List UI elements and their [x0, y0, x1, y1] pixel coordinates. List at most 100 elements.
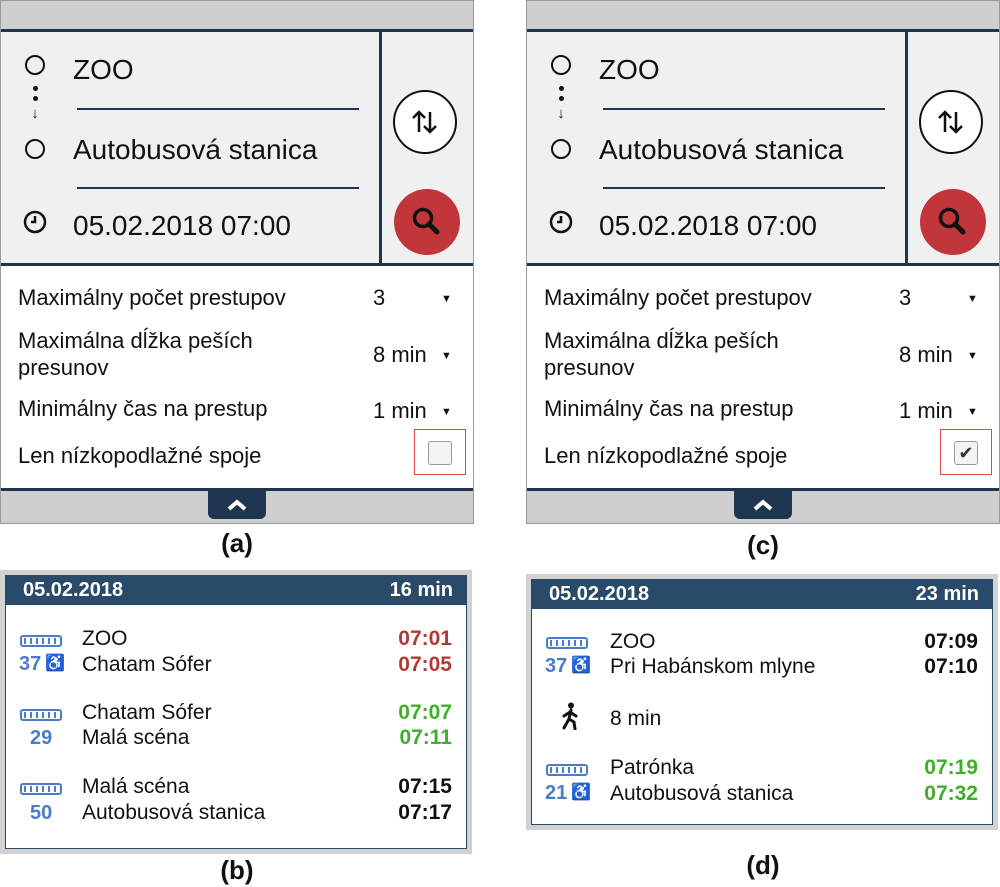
dot-icon: [33, 86, 38, 91]
min-transfer-select[interactable]: 1 min: [373, 398, 427, 423]
caret-down-icon[interactable]: ▼: [441, 406, 452, 418]
min-transfer-select[interactable]: 1 min: [899, 398, 953, 423]
route-search-box: ↓ ZOO Autobusová stanica 05.02.2018 07:0…: [1, 29, 473, 266]
bus-icon: [546, 764, 588, 776]
bus-icon: [20, 635, 62, 647]
departure-time: 07:09: [924, 630, 978, 653]
caret-down-icon[interactable]: ▼: [441, 350, 452, 362]
from-input[interactable]: ZOO: [73, 54, 134, 85]
departure-time: 07:07: [398, 701, 452, 724]
vertical-divider: [379, 32, 382, 263]
line-number: 50: [30, 802, 53, 824]
line-number: 29: [30, 727, 53, 749]
clock-icon: [23, 210, 47, 234]
trip-date: 05.02.2018: [23, 579, 124, 601]
from-stop-circle-icon: [551, 55, 571, 75]
bottom-bar: [527, 488, 999, 523]
trip-date: 05.02.2018: [549, 583, 650, 605]
bus-icon: [546, 637, 588, 649]
top-bar: [1, 1, 473, 29]
to-underline: [603, 187, 885, 189]
arrival-time: 07:05: [398, 653, 452, 676]
leg-from: ZOO: [610, 630, 656, 653]
leg-from: Chatam Sófer: [82, 701, 212, 724]
route-search-box: ↓ ZOO Autobusová stanica 05.02.2018 07:0…: [527, 29, 999, 266]
card-header: 05.02.2018 16 min: [5, 575, 467, 605]
dot-icon: [33, 96, 38, 101]
arrival-time: 07:32: [924, 782, 978, 805]
to-input[interactable]: Autobusová stanica: [73, 134, 318, 165]
chevron-up-icon: [227, 499, 247, 511]
bus-icon: [20, 709, 62, 721]
swap-stops-button[interactable]: [393, 90, 457, 154]
checkbox-label: Len nízkopodlažné spoje: [18, 443, 262, 468]
option-label-min-transfer: Minimálny čas na prestup: [544, 396, 794, 421]
datetime-input[interactable]: 05.02.2018 07:00: [599, 210, 817, 241]
trip-duration: 16 min: [389, 579, 453, 601]
caret-down-icon[interactable]: ▼: [967, 350, 978, 362]
search-button[interactable]: [920, 189, 986, 255]
route-result-card-b[interactable]: 05.02.2018 16 min 37 ♿ ZOO Chatam Sófer …: [0, 570, 472, 854]
caption-a: (a): [221, 528, 253, 558]
leg-to: Malá scéna: [82, 726, 190, 749]
dot-icon: [559, 96, 564, 101]
arrival-time: 07:10: [924, 655, 978, 678]
to-underline: [77, 187, 359, 189]
to-input[interactable]: Autobusová stanica: [599, 134, 844, 165]
departure-time: 07:01: [398, 627, 452, 650]
bus-icon: [20, 783, 62, 795]
checkbox-highlight: ✔: [940, 429, 992, 475]
option-label-min-transfer: Minimálny čas na prestup: [18, 396, 268, 421]
from-stop-circle-icon: [25, 55, 45, 75]
wheelchair-icon: ♿: [571, 657, 591, 674]
from-underline: [77, 108, 359, 110]
checkbox-highlight: [414, 429, 466, 475]
checkbox-label: Len nízkopodlažné spoje: [544, 443, 788, 468]
down-arrow-icon: ↓: [557, 105, 565, 122]
route-result-card-d[interactable]: 05.02.2018 23 min 37 ♿ ZOO Pri Habánskom…: [526, 574, 998, 830]
card-header: 05.02.2018 23 min: [531, 579, 993, 609]
from-underline: [603, 108, 885, 110]
low-floor-checkbox[interactable]: ✔: [954, 441, 978, 465]
leg-from: ZOO: [82, 627, 128, 650]
chevron-up-icon: [753, 499, 773, 511]
to-stop-circle-icon: [25, 139, 45, 159]
search-button[interactable]: [394, 189, 460, 255]
swap-stops-button[interactable]: [919, 90, 983, 154]
magnifier-icon: [938, 207, 966, 235]
transfers-select[interactable]: 3: [373, 285, 386, 310]
leg-to: Pri Habánskom mlyne: [610, 655, 816, 678]
low-floor-checkbox[interactable]: [428, 441, 452, 465]
caption-c: (c): [747, 530, 779, 560]
collapse-button[interactable]: [208, 491, 266, 519]
option-label-transfers: Maximálny počet prestupov: [18, 285, 286, 310]
dot-icon: [559, 86, 564, 91]
caret-down-icon[interactable]: ▼: [441, 293, 452, 305]
wheelchair-icon: ♿: [45, 655, 65, 672]
collapse-button[interactable]: [734, 491, 792, 519]
clock-icon: [549, 210, 573, 234]
trip-duration: 23 min: [915, 583, 979, 605]
transfers-select[interactable]: 3: [899, 285, 912, 310]
wheelchair-icon: ♿: [571, 784, 591, 801]
leg-from: Malá scéna: [82, 775, 190, 798]
walk-select[interactable]: 8 min: [373, 342, 427, 367]
magnifier-icon: [412, 207, 440, 235]
walk-duration: 8 min: [610, 707, 662, 730]
caption-d: (d): [746, 850, 780, 880]
walk-select[interactable]: 8 min: [899, 342, 953, 367]
arrival-time: 07:11: [399, 726, 452, 749]
caret-down-icon[interactable]: ▼: [967, 406, 978, 418]
leg-from: Patrónka: [610, 756, 695, 779]
top-bar: [527, 1, 999, 29]
datetime-input[interactable]: 05.02.2018 07:00: [73, 210, 291, 241]
swap-arrows-icon: [412, 110, 437, 134]
line-number: 21: [545, 782, 568, 804]
option-label-transfers: Maximálny počet prestupov: [544, 285, 812, 310]
from-input[interactable]: ZOO: [599, 54, 660, 85]
caret-down-icon[interactable]: ▼: [967, 293, 978, 305]
departure-time: 07:19: [924, 756, 978, 779]
vertical-divider: [905, 32, 908, 263]
search-panel-c: ↓ ZOO Autobusová stanica 05.02.2018 07:0…: [526, 0, 1000, 524]
card-body: 37 ♿ ZOO Chatam Sófer 07:01 07:05 29 Cha…: [5, 605, 467, 849]
